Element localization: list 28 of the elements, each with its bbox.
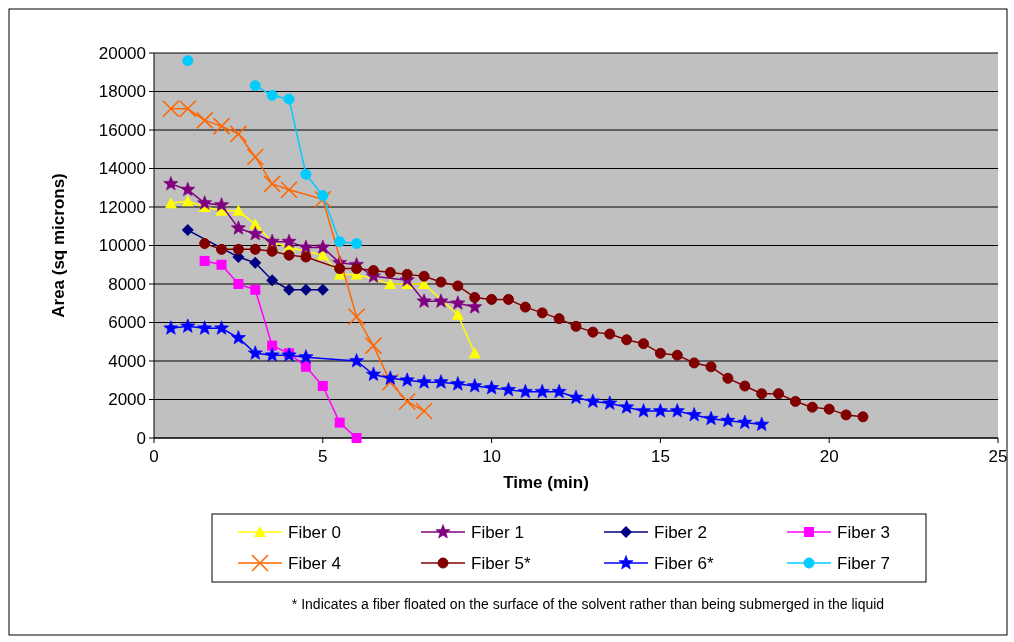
y-tick-label: 8000 [108, 274, 146, 294]
x-tick-label: 5 [318, 447, 328, 466]
y-tick-label: 10000 [98, 236, 146, 256]
x-tick-label: 25 [988, 447, 1008, 466]
legend-label: Fiber 1 [471, 522, 524, 542]
legend-label: Fiber 5* [471, 553, 531, 573]
legend-label: Fiber 2 [654, 522, 707, 542]
legend-label: Fiber 4 [288, 553, 341, 573]
y-tick-label: 20000 [98, 43, 146, 63]
x-tick-label: 20 [819, 447, 839, 466]
x-tick-label: 15 [650, 447, 670, 466]
x-tick-label: 0 [149, 447, 159, 466]
x-tick-label: 10 [482, 447, 502, 466]
x-axis-title: Time (min) [503, 473, 589, 492]
y-tick-label: 18000 [98, 82, 146, 102]
y-tick-label: 12000 [98, 197, 146, 217]
legend-label: Fiber 6* [654, 553, 714, 573]
legend-label: Fiber 3 [837, 522, 890, 542]
legend-label: Fiber 7 [837, 553, 890, 573]
y-axis-title: Area (sq microns) [49, 173, 68, 318]
text: * Indicates a fiber floated on the surface of the solvent rather than being submerged in the liquid [291, 596, 885, 612]
y-tick-label: 16000 [98, 120, 146, 140]
y-tick-label: 4000 [108, 351, 146, 371]
y-tick-label: 6000 [108, 313, 146, 333]
legend-label: Fiber 0 [288, 522, 341, 542]
y-tick-label: 14000 [98, 159, 146, 179]
y-tick-label: 2000 [108, 390, 146, 410]
y-tick-label: 0 [136, 428, 146, 448]
